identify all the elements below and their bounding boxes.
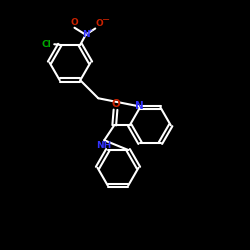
Text: N: N — [82, 30, 90, 39]
Text: O: O — [111, 99, 120, 109]
Text: N: N — [136, 101, 144, 111]
Text: −: − — [102, 16, 110, 26]
Text: O: O — [70, 18, 78, 27]
Text: O: O — [96, 20, 104, 28]
Text: NH: NH — [96, 141, 111, 150]
Text: Cl: Cl — [42, 40, 51, 49]
Text: +: + — [88, 28, 92, 33]
